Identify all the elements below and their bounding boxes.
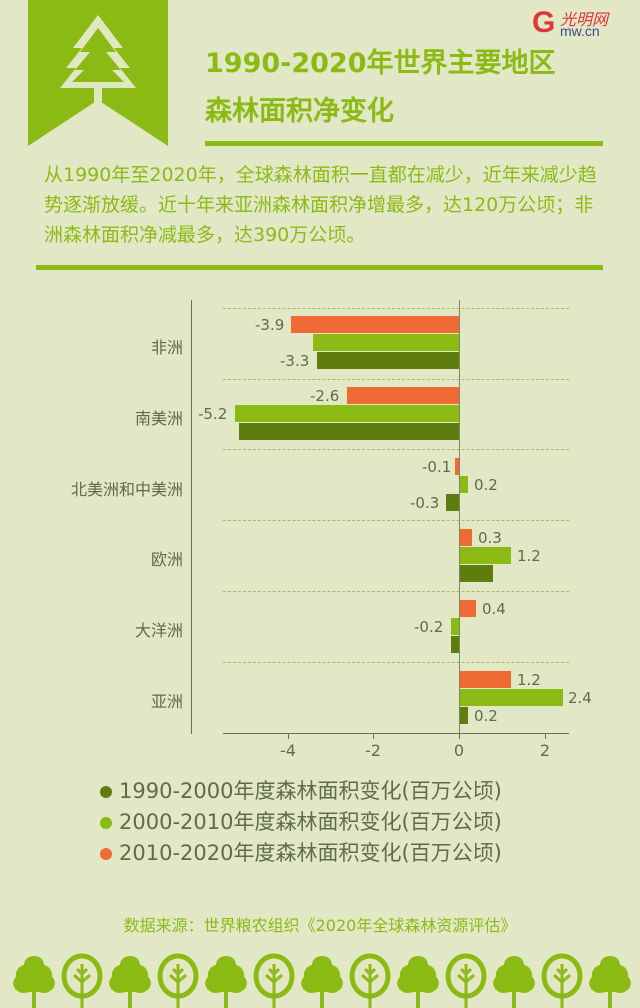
bar-europe-1990-2000: [459, 565, 493, 582]
bar-africa-2010-2020: [291, 316, 459, 333]
x-axis: [223, 733, 569, 734]
tree-outline-icon: [61, 953, 103, 1008]
legend-label: 2010-2020年度森林面积变化(百万公顷): [119, 841, 502, 865]
value-label: -5.2: [198, 405, 228, 423]
x-tick-label: -4: [280, 741, 296, 760]
title-line-2: 森林面积净变化: [205, 96, 394, 127]
y-axis: [191, 300, 192, 734]
tree-solid-icon: [589, 956, 631, 1008]
value-label: -0.1: [422, 458, 452, 476]
logo-domain: mw.cn: [560, 23, 600, 39]
pine-tree-icon: [28, 0, 168, 146]
value-label: -2.6: [310, 387, 340, 405]
tree-outline-icon: [541, 953, 583, 1008]
tree-solid-icon: [301, 956, 343, 1008]
bar-south-america-2010-2020: [347, 387, 459, 404]
bar-north-central-america-2000-2010: [459, 476, 468, 493]
tree-outline-icon: [253, 953, 295, 1008]
intro-divider: [36, 265, 603, 270]
x-tick: [459, 733, 460, 739]
bar-oceania-1990-2000: [451, 636, 459, 653]
value-label: -3.9: [255, 316, 285, 334]
x-tick: [288, 733, 289, 739]
chart-legend: 1990-2000年度森林面积变化(百万公顷) 2000-2010年度森林面积变…: [100, 776, 502, 869]
tree-solid-icon: [397, 956, 439, 1008]
category-label-oceania: 大洋洲: [134, 621, 183, 640]
x-tick: [545, 733, 546, 739]
tree-outline-icon: [349, 953, 391, 1008]
legend-dot-icon: [100, 816, 112, 829]
bar-north-central-america-1990-2000: [446, 494, 459, 511]
value-label: 0.2: [474, 707, 498, 725]
value-label: -0.3: [410, 494, 440, 512]
category-label-north-central-america: 北美洲和中美洲: [70, 480, 183, 499]
bar-africa-1990-2000: [317, 352, 459, 369]
tree-row: [12, 952, 632, 1008]
x-tick-label: -2: [365, 741, 381, 760]
logo-g: G: [532, 6, 556, 39]
category-label-south-america: 南美洲: [134, 409, 183, 428]
legend-item-1990-2000: 1990-2000年度森林面积变化(百万公顷): [100, 776, 502, 807]
value-label: 0.2: [474, 476, 498, 494]
tree-solid-icon: [493, 956, 535, 1008]
grid-line: [223, 520, 569, 521]
category-label-africa: 非洲: [150, 338, 183, 357]
value-label: 0.4: [482, 600, 506, 618]
category-label-asia: 亚洲: [150, 692, 183, 711]
tree-solid-icon: [205, 956, 247, 1008]
tree-solid-icon: [109, 956, 151, 1008]
tree-solid-icon: [13, 956, 55, 1008]
header-banner: [28, 0, 168, 146]
value-label: -0.2: [414, 618, 444, 636]
gmw-logo: G 光明网 mw.cn: [532, 4, 632, 42]
bar-oceania-2000-2010: [451, 618, 459, 635]
x-tick-label: 2: [539, 741, 551, 760]
legend-dot-icon: [100, 847, 112, 860]
intro-text: 从1990年至2020年，全球森林面积一直都在减少，近年来减少趋势逐渐放缓。近十…: [44, 164, 597, 246]
bar-asia-1990-2000: [459, 707, 468, 724]
zero-line: [459, 300, 460, 734]
legend-label: 2000-2010年度森林面积变化(百万公顷): [119, 810, 502, 834]
page-title: 1990-2020年世界主要地区 森林面积净变化: [205, 40, 556, 136]
legend-item-2000-2010: 2000-2010年度森林面积变化(百万公顷): [100, 807, 502, 838]
grid-line: [223, 591, 569, 592]
grid-line: [223, 662, 569, 663]
bar-asia-2010-2020: [459, 671, 511, 688]
bar-north-central-america-2010-2020: [455, 458, 459, 475]
value-label: -3.3: [280, 352, 310, 370]
x-tick-label: 0: [453, 741, 465, 760]
x-tick: [373, 733, 374, 739]
bar-europe-2000-2010: [459, 547, 511, 564]
grid-line: [223, 379, 569, 380]
grid-line: [223, 449, 569, 450]
bar-europe-2010-2020: [459, 529, 472, 546]
bar-africa-2000-2010: [313, 334, 459, 351]
grid-line: [223, 308, 569, 309]
legend-item-2010-2020: 2010-2020年度森林面积变化(百万公顷): [100, 838, 502, 869]
data-source: 数据来源：世界粮农组织《2020年全球森林资源评估》: [123, 916, 517, 935]
value-label: 0.3: [478, 529, 502, 547]
value-label: 1.2: [517, 547, 541, 565]
bar-south-america-2000-2010: [235, 405, 459, 422]
value-label: 2.4: [568, 689, 592, 707]
logo-chinese: 光明网: [560, 10, 609, 29]
tree-outline-icon: [157, 953, 199, 1008]
legend-label: 1990-2000年度森林面积变化(百万公顷): [119, 779, 502, 803]
bar-south-america-1990-2000: [239, 423, 459, 440]
title-line-1: 1990-2020年世界主要地区: [205, 48, 556, 79]
title-divider: [205, 141, 603, 146]
bar-asia-2000-2010: [459, 689, 563, 706]
legend-dot-icon: [100, 785, 112, 798]
category-label-europe: 欧洲: [150, 550, 183, 569]
value-label: 1.2: [517, 671, 541, 689]
tree-outline-icon: [445, 953, 487, 1008]
bar-oceania-2010-2020: [459, 600, 476, 617]
